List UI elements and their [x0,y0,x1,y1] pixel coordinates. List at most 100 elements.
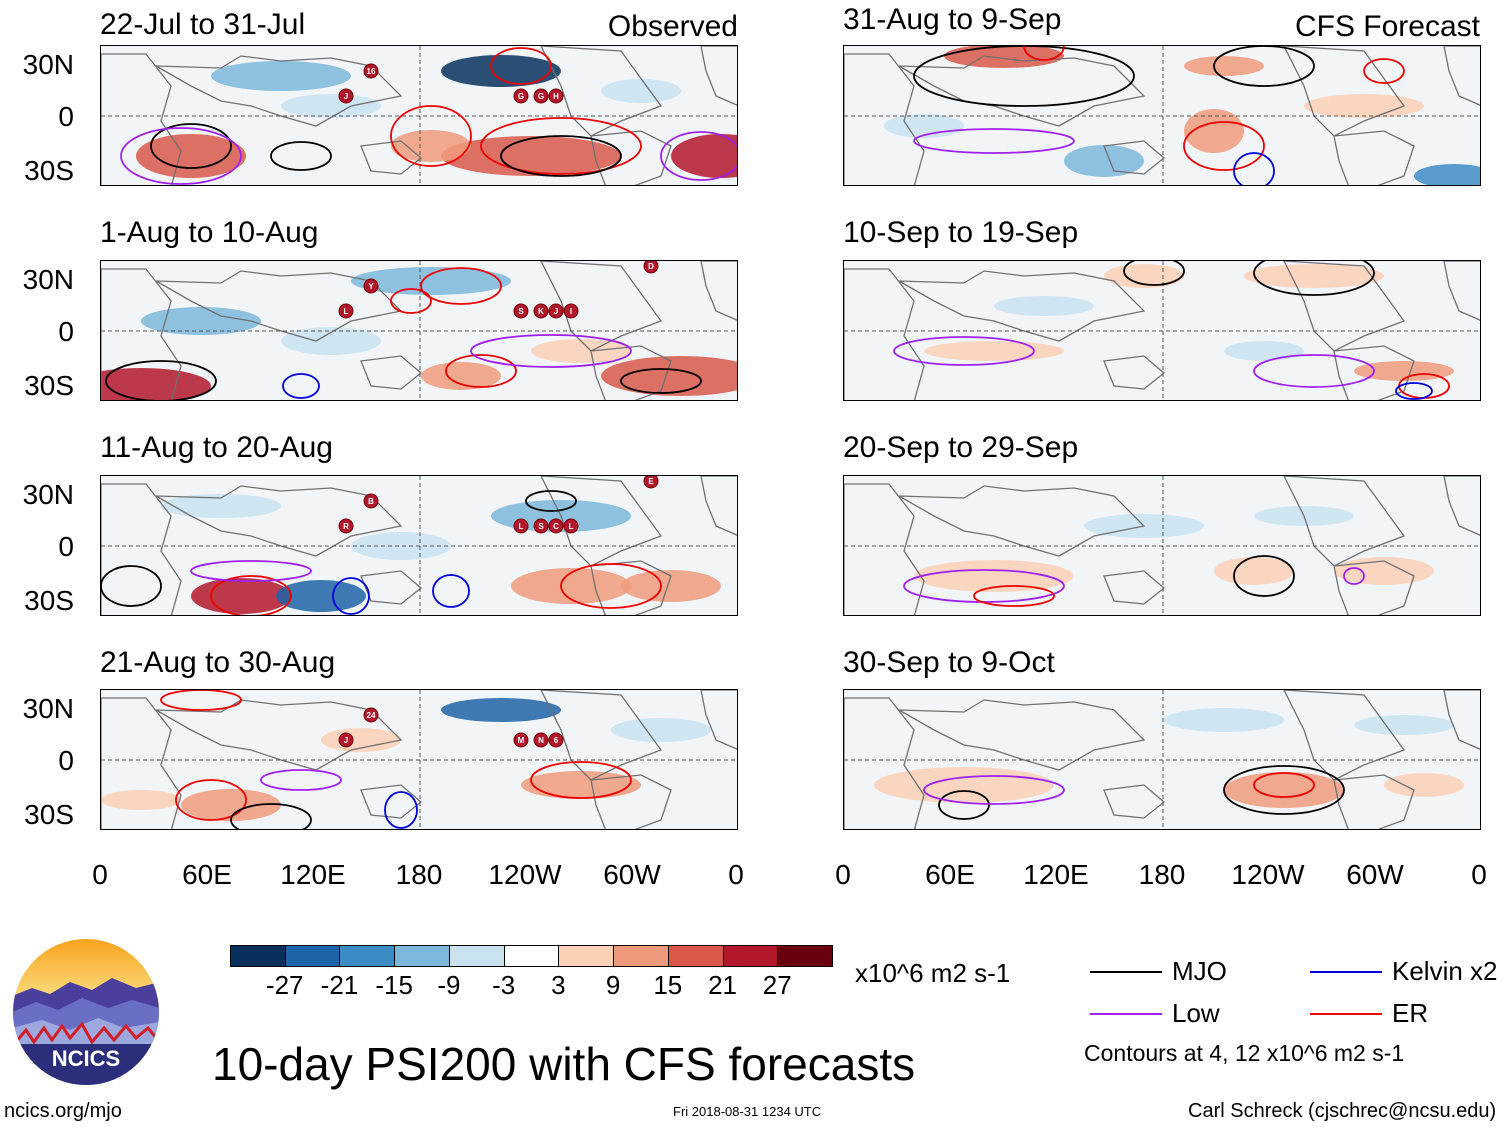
tropical-cyclone-icon: J [338,88,354,104]
psi-anomaly-shading [1214,557,1294,585]
psi-anomaly-shading [521,771,641,799]
coastline [700,261,737,321]
storm-label: G [518,92,524,101]
coastline [700,476,737,536]
coastline [898,485,1146,557]
colorbar-swatch [339,945,396,967]
lon-label-60e: 60E [925,859,975,890]
lat-label-eq: 0 [58,316,74,347]
lon-label-60e: 60E [182,859,232,890]
storm-label: H [553,92,559,101]
contour-line [1213,46,1315,87]
colorbar-tick-label: -15 [375,970,413,1000]
coastline [360,140,423,175]
coastline [1283,46,1406,137]
map-panel-7 [843,475,1481,616]
psi-anomaly-shading [141,307,261,335]
coastline [1333,774,1415,829]
psi-anomaly-shading [441,698,561,722]
panel-title-4: 21-Aug to 30-Aug [100,646,336,679]
contour-line [150,123,232,169]
lat-label-30s: 30S [24,585,74,616]
tropical-cyclone-icon: J [548,303,564,319]
panel-title-7: 20-Sep to 29-Sep [843,431,1079,464]
contour-line [445,354,517,388]
coastline [1283,690,1406,781]
storm-label: E [648,477,654,486]
lat-label-30n: 30N [22,49,74,80]
tropical-cyclone-icon: S [533,518,549,534]
lon-label-0: 0 [835,859,851,890]
contour-line [230,803,312,829]
legend-line-kelvin [1310,971,1382,973]
colorbar-swatch [503,945,560,967]
contour-line [1223,765,1345,815]
figure-title: 10-day PSI200 with CFS forecasts [212,1038,916,1090]
colorbar-swatch [722,945,779,967]
contour-line [530,761,632,799]
contour-line [560,563,662,609]
psi-anomaly-shading [321,728,401,752]
contour-line [332,577,370,615]
colorbar-swatch [394,945,450,967]
psi-anomaly-shading [1304,94,1424,118]
colorbar-swatch [667,945,724,967]
lon-label-120e: 120E [280,859,346,890]
colorbar-tick-label: 15 [653,970,683,1000]
lat-label-30s: 30S [24,799,74,830]
storm-label: K [538,307,544,316]
map-panel-2: Y L S K J I D [100,260,738,401]
contour-line [660,131,737,181]
tropical-cyclone-icon: D [643,261,659,274]
footer-author: Carl Schreck (cjschrec@ncsu.edu) [1188,1100,1497,1122]
contour-line [282,373,320,399]
coastline [1443,46,1480,106]
coastline [1103,570,1166,605]
storm-label: D [648,262,654,271]
coastline [1103,355,1166,390]
coastline [844,268,925,400]
coastline [590,345,672,400]
contour-line [1395,382,1433,400]
lon-label-0e: 0 [1471,859,1487,890]
tropical-cyclone-icon: E [643,476,659,489]
psi-anomaly-shading [351,532,451,560]
tropical-cyclone-icon: G [533,88,549,104]
psi-anomaly-shading [874,767,1054,803]
contour-line [260,769,342,791]
map-panel-4: 24 J M N 6 [100,689,738,830]
tropical-cyclone-icon: K [533,303,549,319]
lon-label-120w: 120W [1231,859,1305,890]
panel-title-6: 10-Sep to 19-Sep [843,216,1079,249]
lon-label-60w: 60W [1346,859,1404,890]
coastline [360,355,423,390]
lon-label-180: 180 [1138,859,1186,890]
coastline [590,774,672,829]
psi-anomaly-shading [161,494,281,518]
psi-anomaly-shading [1224,341,1304,361]
lon-label-180: 180 [395,859,443,890]
storm-label: M [518,736,525,745]
coastline [101,268,182,400]
lat-label-30s: 30S [24,370,74,401]
contour-line [432,574,470,608]
coastline [540,261,663,352]
coastline [844,697,925,829]
psi-anomaly-shading [1184,109,1244,153]
coastline [700,46,737,106]
contour-line [1123,261,1185,286]
storm-label: 6 [554,736,559,745]
contour-line [1253,261,1375,296]
lat-label-eq: 0 [58,101,74,132]
coastline [1283,261,1406,352]
legend-label-kelvin: Kelvin x2 [1392,956,1498,986]
footer-url[interactable]: ncics.org/mjo [4,1100,122,1122]
colorbar-units: x10^6 m2 s-1 [855,958,1011,988]
psi-anomaly-shading [281,327,381,355]
legend-label-er: ER [1392,998,1429,1028]
contour-line [390,288,432,314]
contours-note: Contours at 4, 12 x10^6 m2 s-1 [1084,1040,1405,1066]
coastline [540,46,663,137]
contour-line [923,775,1065,805]
coastline [700,690,737,750]
